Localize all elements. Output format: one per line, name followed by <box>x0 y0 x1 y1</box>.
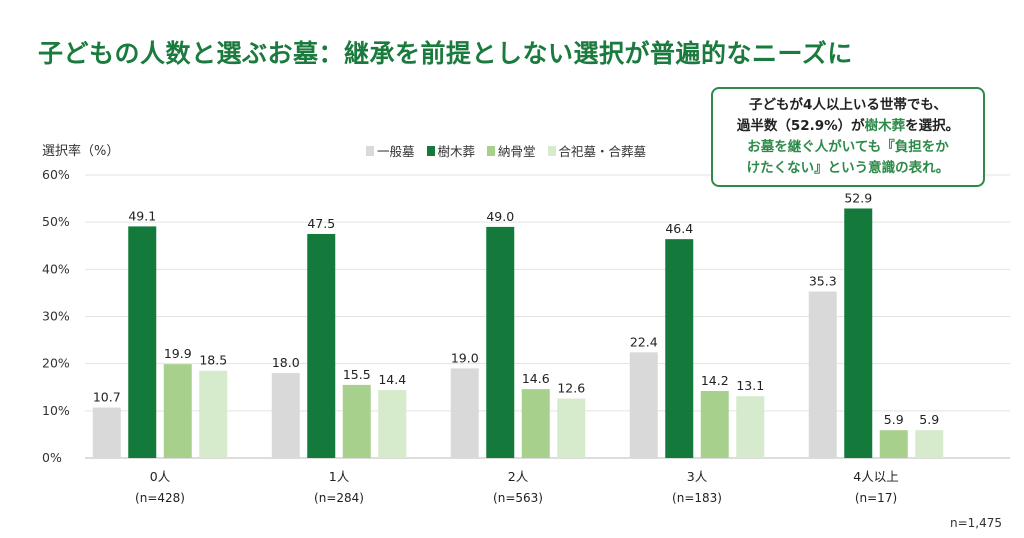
callout-text: 過半数（52.9%）が <box>736 118 865 134</box>
bar <box>199 370 228 458</box>
x-tick-label: 0人 <box>150 469 171 484</box>
x-tick-sample-size: (n=428) <box>135 491 185 505</box>
y-axis-label: 選択率（%） <box>42 144 120 159</box>
legend-item: 納骨堂 <box>487 141 536 160</box>
total-sample-size: n=1,475 <box>949 516 1002 530</box>
data-label: 19.0 <box>451 350 479 365</box>
bar <box>378 390 407 458</box>
data-label: 10.7 <box>93 390 121 405</box>
y-tick-label: 50% <box>42 214 70 229</box>
data-label: 14.6 <box>522 371 550 386</box>
bar <box>307 233 336 458</box>
data-label: 49.0 <box>486 209 514 224</box>
bar <box>736 396 765 458</box>
data-label: 14.2 <box>701 373 729 388</box>
data-label: 12.6 <box>557 381 585 396</box>
legend-swatch <box>366 145 374 156</box>
data-label: 35.3 <box>809 274 837 289</box>
x-tick-label: 4人以上 <box>853 469 898 484</box>
bar <box>844 208 873 458</box>
data-label: 15.5 <box>343 367 371 382</box>
legend-item: 一般墓 <box>366 141 415 160</box>
data-label: 5.9 <box>884 412 904 427</box>
legend-swatch <box>487 145 496 156</box>
bar <box>629 352 658 458</box>
data-label: 22.4 <box>630 334 658 349</box>
legend-label: 納骨堂 <box>498 144 536 159</box>
bar <box>128 226 157 458</box>
data-label: 18.0 <box>272 355 300 370</box>
callout-line: けたくない』という意識の表れ。 <box>746 160 950 176</box>
bar <box>665 239 694 458</box>
x-tick-sample-size: (n=183) <box>672 491 722 505</box>
bar <box>486 226 515 458</box>
x-tick-sample-size: (n=563) <box>493 491 543 505</box>
bar <box>92 407 121 458</box>
y-tick-label: 60% <box>42 167 70 182</box>
bar <box>342 384 371 458</box>
callout-emphasis: 樹木葬 <box>864 118 906 134</box>
x-tick-sample-size: (n=284) <box>314 491 364 505</box>
bar <box>808 291 837 458</box>
bar <box>271 373 300 458</box>
x-tick-label: 2人 <box>508 469 529 484</box>
callout-line: 子どもが4人以上いる世帯でも、 <box>749 97 947 113</box>
y-tick-label: 20% <box>42 356 70 371</box>
bar <box>879 430 908 458</box>
legend-label: 一般墓 <box>377 144 415 159</box>
bar <box>557 398 586 458</box>
bar <box>450 368 479 458</box>
bar <box>521 389 550 458</box>
data-label: 14.4 <box>378 372 406 387</box>
data-label: 5.9 <box>919 412 939 427</box>
bar <box>915 430 944 458</box>
callout-box: 子どもが4人以上いる世帯でも、 過半数（52.9%）が樹木葬を選択。 お墓を継ぐ… <box>711 87 985 187</box>
callout-text: を選択。 <box>905 118 960 134</box>
data-label: 47.5 <box>307 216 335 231</box>
data-label: 18.5 <box>199 353 227 368</box>
legend-swatch <box>426 145 435 156</box>
y-tick-label: 40% <box>42 261 70 276</box>
y-tick-label: 10% <box>42 403 70 418</box>
legend-label: 合祀墓・合葬墓 <box>558 144 647 159</box>
legend: 一般墓 樹木葬 納骨堂 合祀墓・合葬墓 <box>366 141 646 160</box>
data-label: 46.4 <box>665 221 693 236</box>
callout-line: お墓を継ぐ人がいても『負担をか <box>747 139 949 155</box>
data-label: 13.1 <box>736 378 764 393</box>
bar <box>700 391 729 458</box>
y-tick-label: 0% <box>42 450 62 465</box>
x-tick-label: 3人 <box>687 469 708 484</box>
data-label: 49.1 <box>128 208 156 223</box>
chart-title: 子どもの人数と選ぶお墓：継承を前提としない選択が普遍的なニーズに <box>38 39 853 68</box>
x-tick-label: 1人 <box>329 469 350 484</box>
legend-item: 合祀墓・合葬墓 <box>547 141 647 160</box>
bar <box>163 364 192 458</box>
data-label: 52.9 <box>844 190 872 205</box>
legend-label: 樹木葬 <box>437 144 476 159</box>
legend-item: 樹木葬 <box>426 141 476 160</box>
x-tick-sample-size: (n=17) <box>855 491 897 505</box>
callout-line: 過半数（52.9%）が樹木葬を選択。 <box>713 116 983 137</box>
data-label: 19.9 <box>164 346 192 361</box>
legend-swatch <box>547 145 556 156</box>
y-tick-label: 30% <box>42 309 70 324</box>
